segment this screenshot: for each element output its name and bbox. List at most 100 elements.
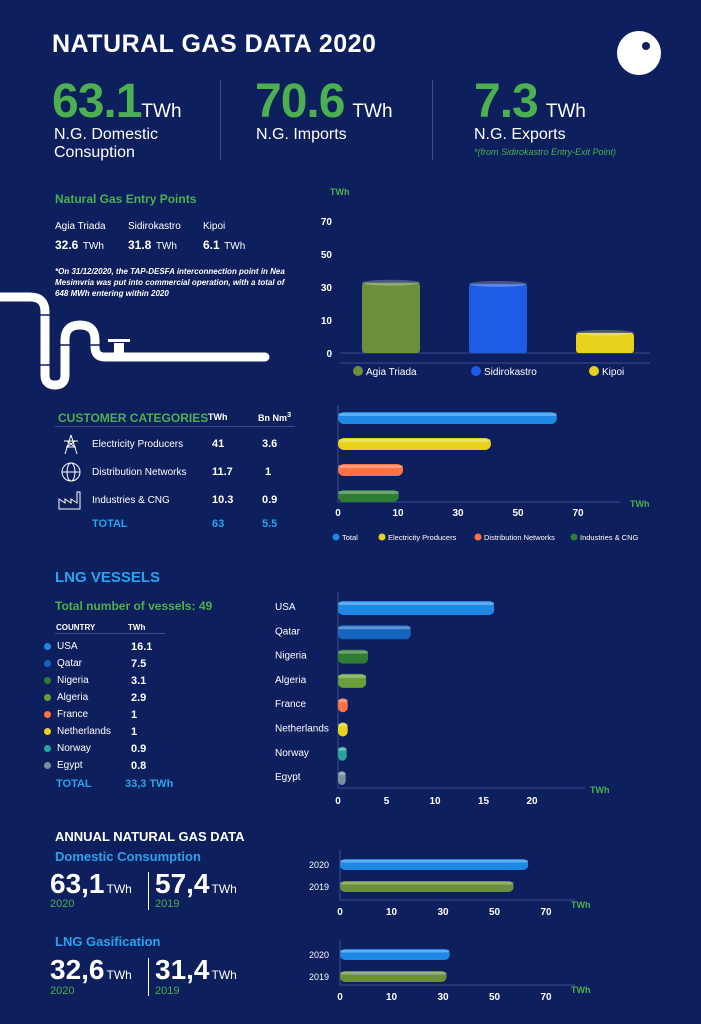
- bar-highlight: [338, 626, 411, 630]
- entry-value: 6.1 TWh: [203, 236, 245, 254]
- entry-value: 32.6 TWh: [55, 236, 104, 254]
- legend-dot: [378, 533, 386, 541]
- y-tick-label: 0: [326, 349, 332, 360]
- legend-label: Industries & CNG: [580, 533, 639, 542]
- entry-unit: TWh: [155, 241, 177, 252]
- company-logo-icon: [617, 31, 661, 75]
- col-bnm3-sup: 3: [287, 410, 292, 419]
- x-tick-label: 10: [392, 508, 404, 519]
- bar-highlight: [338, 439, 491, 442]
- legend-dot: [44, 745, 51, 752]
- bar-highlight: [338, 723, 348, 727]
- category-bnm3: 3.6: [262, 438, 278, 450]
- category-label: Nigeria: [275, 651, 307, 662]
- lng-country: Norway: [57, 743, 91, 754]
- annual-unit: TWh: [211, 882, 237, 896]
- divider: [432, 80, 433, 160]
- legend-label: Distribution Networks: [484, 533, 555, 542]
- lng-total-label: TOTAL: [56, 778, 92, 790]
- x-tick-label: 20: [526, 796, 538, 807]
- entry-value-number: 31.8: [128, 238, 152, 252]
- bar-cap: [576, 329, 634, 336]
- y-tick-label: 10: [321, 316, 333, 327]
- page-title: NATURAL GAS DATA 2020: [52, 30, 377, 58]
- legend-dot: [474, 533, 482, 541]
- category-label: France: [275, 699, 307, 710]
- lng-table: USA 16.1 Qatar 7.5 Nigeria 3.1 Algeria 2.9 Franc…: [44, 638, 204, 774]
- lng-table-row: France 1: [44, 706, 204, 723]
- customer-categories-title: CUSTOMER CATEGORIES: [58, 411, 209, 425]
- bar: [338, 464, 404, 476]
- kpi-value: 7.3: [474, 75, 539, 128]
- category-label: 2020: [309, 860, 329, 870]
- legend-dot: [44, 660, 51, 667]
- lng-twh: 0.8: [131, 759, 147, 772]
- x-tick-label: 70: [540, 992, 552, 1003]
- customer-categories-chart: 0 10 30 50 70 TWh Total Electricity Producers Di…: [332, 405, 650, 542]
- divider: [148, 872, 149, 910]
- bar-highlight: [338, 650, 369, 654]
- category-label: Egypt: [275, 772, 301, 783]
- annual-year: 2020: [50, 898, 75, 910]
- category-label: Netherlands: [275, 724, 329, 735]
- col-bnm3-header: Bn Nm3: [258, 410, 291, 423]
- bar-highlight: [340, 972, 447, 975]
- lng-country: USA: [57, 641, 78, 652]
- lng-twh: 7.5: [131, 657, 147, 670]
- legend-label: Electricity Producers: [388, 533, 457, 542]
- legend-dot: [44, 728, 51, 735]
- entry-name: Sidirokastro: [128, 221, 181, 232]
- entry-unit: TWh: [82, 241, 104, 252]
- x-tick-label: 0: [337, 992, 343, 1003]
- legend-dot: [44, 643, 51, 650]
- x-tick-label: 30: [437, 992, 449, 1003]
- category-bnm3: 0.9: [262, 494, 278, 506]
- lng-subtitle: Total number of vessels: 49: [55, 599, 213, 613]
- category-label: Electricity Producers: [92, 439, 184, 450]
- col-bnm3-label: Bn Nm: [258, 413, 287, 423]
- bar: [362, 282, 420, 353]
- bar-cap: [362, 279, 420, 286]
- lng-twh: 16.1: [131, 640, 153, 653]
- lng-total-value: 33,3 TWh: [125, 778, 174, 790]
- entry-name: Agia Triada: [55, 221, 106, 232]
- lng-twh: 2.9: [131, 691, 147, 704]
- y-tick-label: 50: [321, 250, 333, 261]
- network-globe-icon: [61, 462, 81, 482]
- category-label: Distribution Networks: [92, 467, 187, 478]
- legend-dot: [44, 677, 51, 684]
- legend-dot: [589, 366, 599, 376]
- bar-highlight: [340, 882, 514, 885]
- kpi-note: *(from Sidirokastro Entry-Exit Point): [474, 147, 617, 157]
- divider: [55, 426, 295, 427]
- lng-table-row: Nigeria 3.1: [44, 672, 204, 689]
- lng-title: LNG VESSELS: [55, 569, 161, 586]
- legend-dot: [471, 366, 481, 376]
- bar: [338, 771, 346, 786]
- col-country-header: COUNTRY: [56, 623, 96, 632]
- x-tick-label: 0: [337, 907, 343, 918]
- x-tick-label: 15: [478, 796, 490, 807]
- category-total-bnm3: 5.5: [262, 518, 278, 530]
- lng-country: Nigeria: [57, 675, 89, 686]
- legend-label: Sidirokastro: [484, 367, 537, 378]
- transmission-tower-icon: [64, 434, 78, 455]
- bar: [576, 332, 634, 353]
- bar-highlight: [340, 860, 529, 863]
- category-bnm3: 1: [265, 466, 272, 478]
- x-tick-label: 70: [572, 508, 584, 519]
- lng-country: Algeria: [57, 692, 89, 703]
- bar: [340, 949, 450, 960]
- annual-lng-chart: 0 10 30 50 70 TWh 2020 2019: [309, 940, 591, 1003]
- kpi-domestic: 63.1TWh: [52, 74, 182, 129]
- category-label: 2020: [309, 950, 329, 960]
- entry-points-chart: TWh 0 10 30 50 70 Agia Triada Sidirokastro Kipoi: [321, 187, 650, 378]
- bar-highlight: [338, 747, 347, 751]
- col-twh-header: TWh: [128, 623, 146, 632]
- divider: [220, 80, 221, 160]
- divider: [55, 633, 165, 634]
- x-axis-label: TWh: [630, 499, 650, 509]
- kpi-unit: TWh: [352, 101, 393, 122]
- annual-year: 2019: [155, 898, 180, 910]
- entry-points-title: Natural Gas Entry Points: [55, 192, 197, 206]
